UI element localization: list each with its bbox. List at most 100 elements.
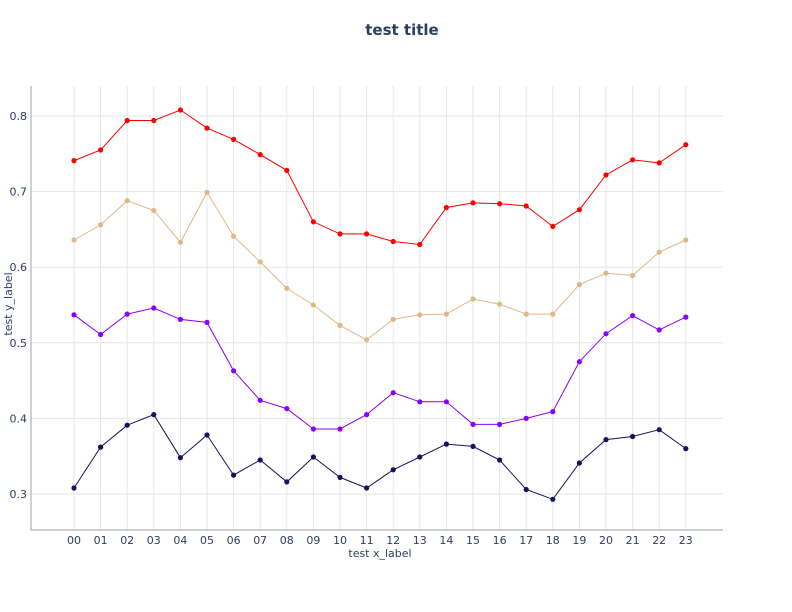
x-tick-label: 06: [227, 534, 241, 547]
x-tick-label: 20: [599, 534, 613, 547]
series-2: [71, 305, 689, 432]
x-tick-label: 17: [519, 534, 533, 547]
data-point: [656, 249, 662, 255]
data-point: [151, 207, 157, 214]
data-point: [497, 201, 503, 207]
data-point: [683, 446, 689, 452]
x-tick-label: 18: [546, 534, 560, 547]
data-point: [550, 496, 556, 502]
data-point: [98, 222, 104, 228]
data-point: [470, 200, 476, 206]
data-point: [603, 172, 609, 178]
x-tick-label: 23: [679, 534, 693, 547]
x-tick-label: 21: [626, 534, 640, 547]
data-point: [310, 454, 316, 460]
data-point: [124, 117, 130, 124]
data-point: [630, 272, 636, 279]
x-tick-label: 22: [652, 534, 666, 547]
data-point: [630, 313, 636, 319]
data-point: [177, 316, 183, 322]
x-tick-label: 13: [413, 534, 427, 547]
data-point: [390, 316, 396, 322]
y-axis-ticks: 0.3 0.4 0.5 0.6 0.7 0.8: [10, 110, 28, 501]
data-point: [497, 421, 503, 427]
data-point: [390, 238, 396, 245]
series-line: [73, 307, 687, 430]
data-point: [98, 444, 104, 450]
data-point: [231, 472, 237, 478]
x-axis-ticks: 00 01 02 03 04 05 06 07 08 09 10 11 12 13 14 15 16 17 18 19…: [67, 534, 693, 547]
data-point: [284, 285, 290, 291]
x-tick-label: 19: [572, 534, 586, 547]
data-point: [284, 167, 290, 173]
data-point: [124, 311, 130, 317]
data-point: [417, 399, 423, 405]
data-point: [656, 160, 662, 166]
x-tick-label: 03: [147, 534, 161, 547]
data-point: [310, 219, 316, 225]
y-tick-label: 0.4: [10, 412, 28, 425]
data-point: [523, 486, 529, 493]
x-tick-label: 05: [200, 534, 214, 547]
data-point: [603, 331, 609, 337]
data-point: [204, 319, 210, 325]
data-point: [603, 270, 609, 276]
data-point: [284, 479, 290, 485]
data-point: [683, 314, 689, 320]
data-point: [310, 426, 316, 432]
y-tick-label: 0.8: [10, 110, 28, 123]
x-tick-label: 16: [493, 534, 507, 547]
series-group: [71, 107, 689, 502]
data-point: [257, 259, 263, 265]
x-tick-label: 10: [333, 534, 347, 547]
data-point: [204, 125, 210, 131]
x-tick-label: 07: [253, 534, 267, 547]
x-tick-label: 14: [439, 534, 453, 547]
data-point: [470, 443, 476, 449]
data-point: [390, 390, 396, 396]
data-point: [417, 241, 423, 248]
data-point: [443, 311, 449, 317]
data-point: [443, 441, 449, 447]
data-point: [364, 231, 370, 237]
series-1: [71, 189, 689, 343]
data-point: [151, 117, 157, 124]
data-point: [364, 412, 370, 418]
x-tick-label: 11: [360, 534, 374, 547]
y-tick-label: 0.7: [10, 186, 28, 199]
data-point: [576, 359, 583, 365]
data-point: [523, 311, 529, 317]
data-point: [337, 322, 343, 328]
series-3: [71, 412, 689, 502]
data-point: [151, 305, 157, 311]
series-line: [73, 413, 687, 500]
data-point: [177, 107, 183, 113]
x-tick-label: 00: [67, 534, 81, 547]
data-point: [443, 399, 449, 405]
data-point: [257, 152, 263, 158]
data-point: [470, 296, 476, 302]
y-tick-label: 0.5: [10, 337, 28, 350]
data-point: [576, 282, 583, 288]
x-tick-label: 12: [386, 534, 400, 547]
series-0: [71, 107, 689, 248]
data-point: [523, 203, 529, 209]
x-axis-label: test x_label: [348, 547, 411, 560]
series-line: [73, 109, 687, 246]
x-tick-label: 09: [306, 534, 320, 547]
data-point: [151, 412, 157, 418]
data-point: [576, 460, 583, 466]
data-point: [71, 158, 77, 164]
data-point: [470, 421, 476, 427]
data-point: [656, 427, 662, 433]
data-point: [124, 198, 130, 204]
data-point: [124, 422, 130, 428]
data-point: [231, 368, 237, 374]
grid: [31, 86, 723, 530]
data-point: [71, 237, 77, 243]
data-point: [337, 426, 343, 432]
data-point: [98, 331, 104, 338]
data-point: [257, 397, 263, 403]
data-point: [204, 189, 210, 195]
